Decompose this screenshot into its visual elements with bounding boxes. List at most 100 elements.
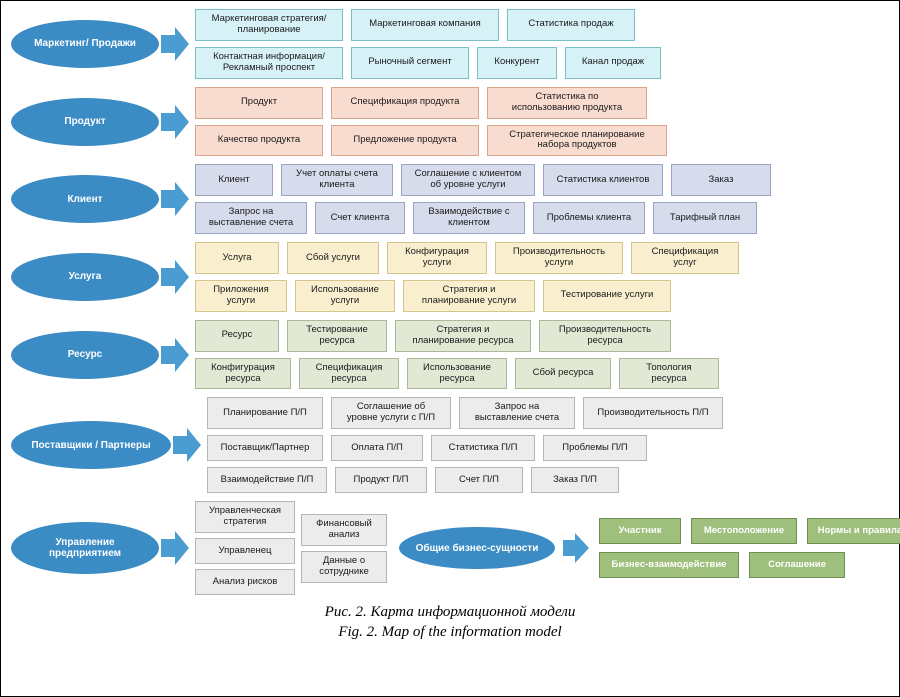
entity-box: Статистика по использованию продукта [487,87,647,119]
entity-box: Соглашение с клиентом об уровне услуги [401,164,535,196]
entity-row: Конфигурация ресурсаСпецификация ресурса… [195,358,889,390]
section: УслугаУслугаСбой услугиКонфигурация услу… [11,242,889,312]
section: ПродуктПродуктСпецификация продуктаСтати… [11,87,889,157]
entity-box: Анализ рисков [195,569,295,595]
entity-row: Бизнес-взаимодействие Соглашение [599,552,900,578]
entity-box: Тестирование услуги [543,280,671,312]
entity-row: КлиентУчет оплаты счета клиентаСоглашени… [195,164,889,196]
entity-box: Использование ресурса [407,358,507,390]
entity-box: Использование услуги [295,280,395,312]
entity-box: Местоположение [691,518,797,544]
caption-en: Fig. 2. Map of the information model [11,623,889,643]
entity-rows: УслугаСбой услугиКонфигурация услугиПрои… [195,242,889,312]
entity-row: Планирование П/ПСоглашение об уровне усл… [207,397,889,429]
entity-box: Услуга [195,242,279,274]
entity-box: Соглашение [749,552,845,578]
arrow-icon [173,436,187,454]
arrow-icon [161,113,175,131]
arrow-icon [161,190,175,208]
entity-rows: Планирование П/ПСоглашение об уровне усл… [207,397,889,493]
sub-ellipse: Общие бизнес-сущности [399,527,555,569]
arrow-icon [161,346,175,364]
entity-box: Статистика П/П [431,435,535,461]
entity-row: Контактная информация/ Рекламный проспек… [195,47,889,79]
entity-box: Сбой ресурса [515,358,611,390]
entity-box: Производительность П/П [583,397,723,429]
entity-box: Заказ [671,164,771,196]
entity-box: Топология ресурса [619,358,719,390]
category-ellipse: Ресурс [11,331,159,379]
entity-box: Продукт [195,87,323,119]
information-model-map: Маркетинг/ Продажи Маркетинговая стратеги… [11,9,889,595]
entity-box: Маркетинговая компания [351,9,499,41]
entity-box: Счет П/П [435,467,523,493]
entity-box: Статистика продаж [507,9,635,41]
entity-box: Предложение продукта [331,125,479,157]
entity-row: Запрос на выставление счетаСчет клиентаВ… [195,202,889,234]
entity-box: Канал продаж [565,47,661,79]
entity-box: Продукт П/П [335,467,427,493]
arrow-icon [161,35,175,53]
entity-box: Бизнес-взаимодействие [599,552,739,578]
entity-box: Стратегическое планирование набора проду… [487,125,667,157]
entity-box: Спецификация услуг [631,242,739,274]
entity-box: Статистика клиентов [543,164,663,196]
entity-row: Качество продуктаПредложение продуктаСтр… [195,125,889,157]
entity-box: Финансовый анализ [301,514,387,546]
entity-box: Счет клиента [315,202,405,234]
entity-box: Рыночный сегмент [351,47,469,79]
entity-row: Маркетинговая стратегия/ планированиеМар… [195,9,889,41]
entity-row: Взаимодействие П/П Продукт П/П Счет П/П Зак… [207,467,889,493]
entity-box: Маркетинговая стратегия/ планирование [195,9,343,41]
entity-box: Соглашение об уровне услуги с П/П [331,397,451,429]
section: КлиентКлиентУчет оплаты счета клиентаСог… [11,164,889,234]
entity-box: Сбой услуги [287,242,379,274]
category-ellipse: Продукт [11,98,159,146]
entity-box: Планирование П/П [207,397,323,429]
entity-row: Приложения услугиИспользование услугиСтр… [195,280,889,312]
entity-box: Запрос на выставление счета [459,397,575,429]
entity-box: Производительность ресурса [539,320,671,352]
section: Поставщики / Партнеры Планирование П/ПСог… [11,397,889,493]
category-ellipse: Услуга [11,253,159,301]
arrow-icon [161,268,175,286]
entity-box: Приложения услуги [195,280,287,312]
entity-row: ПродуктСпецификация продуктаСтатистика п… [195,87,889,119]
entity-box: Стратегия и планирование услуги [403,280,535,312]
common-entities: Участник Местоположение Нормы и правила Биз… [599,518,900,578]
entity-row: РесурсТестирование ресурсаСтратегия и пл… [195,320,889,352]
entity-box: Проблемы П/П [543,435,647,461]
entity-box: Взаимодействие с клиентом [413,202,525,234]
entity-box: Запрос на выставление счета [195,202,307,234]
category-ellipse: Управление предприятием [11,522,159,574]
figure-caption: Рис. 2. Карта информационной модели Fig.… [11,603,889,642]
entity-box: Заказ П/П [531,467,619,493]
category-ellipse: Маркетинг/ Продажи [11,20,159,68]
entity-box: Контактная информация/ Рекламный проспек… [195,47,343,79]
entity-box: Управленческая стратегия [195,501,295,533]
entity-box: Нормы и правила [807,518,900,544]
entity-box: Качество продукта [195,125,323,157]
entity-row: Поставщик/ПартнерОплата П/ПСтатистика П/… [207,435,889,461]
entity-box: Стратегия и планирование ресурса [395,320,531,352]
entity-box: Данные о сотруднике [301,551,387,583]
entity-box: Взаимодействие П/П [207,467,327,493]
entity-rows: КлиентУчет оплаты счета клиентаСоглашени… [195,164,889,234]
entity-row: УслугаСбой услугиКонфигурация услугиПрои… [195,242,889,274]
entity-box: Участник [599,518,681,544]
entity-box: Учет оплаты счета клиента [281,164,393,196]
entity-rows: Маркетинговая стратегия/ планированиеМар… [195,9,889,79]
entity-row: Участник Местоположение Нормы и правила [599,518,900,544]
arrow-icon [161,539,175,557]
arrow-icon [563,540,575,556]
entity-box: Спецификация ресурса [299,358,399,390]
entity-rows: ПродуктСпецификация продуктаСтатистика п… [195,87,889,157]
entity-box: Клиент [195,164,273,196]
entity-box: Тарифный план [653,202,757,234]
category-ellipse: Поставщики / Партнеры [11,421,171,469]
enterprise-content: Управленческая стратегияУправленецАнализ… [195,501,900,595]
entity-rows: РесурсТестирование ресурсаСтратегия и пл… [195,320,889,390]
entity-box: Конфигурация ресурса [195,358,291,390]
entity-column: Финансовый анализ Данные о сотруднике [301,514,387,583]
section: Ресурс РесурсТестирование ресурсаСтратеги… [11,320,889,390]
